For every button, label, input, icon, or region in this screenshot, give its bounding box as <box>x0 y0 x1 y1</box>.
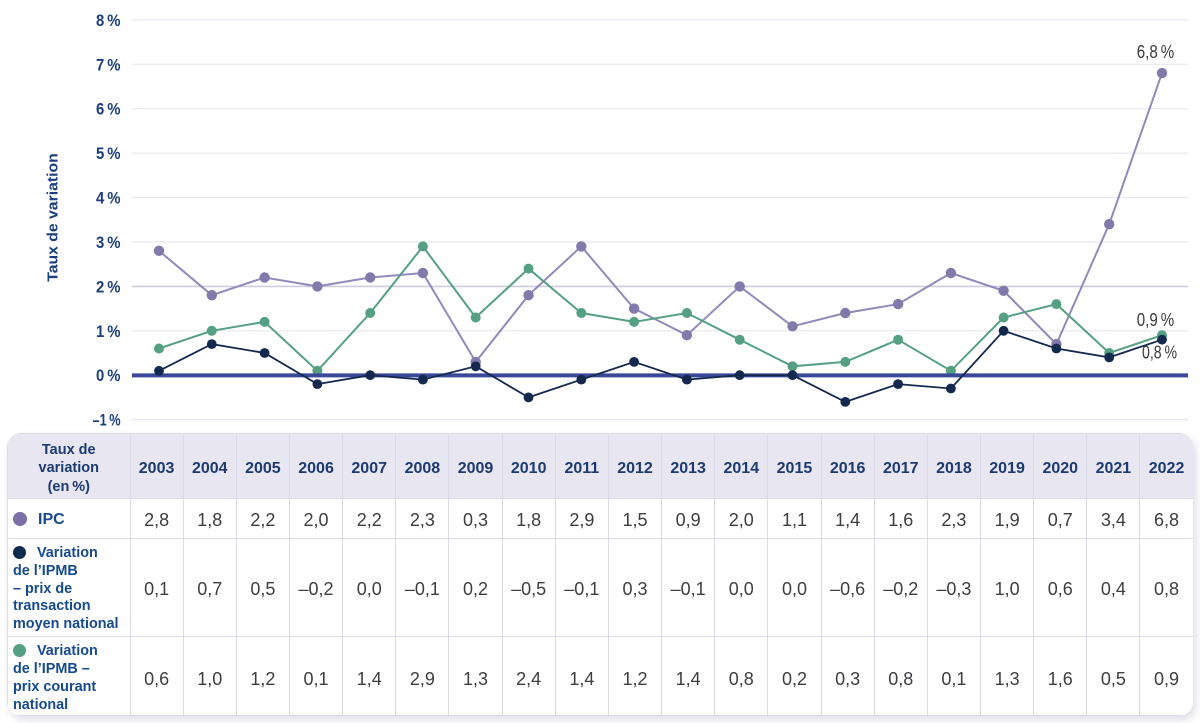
svg-text:Taux de variation: Taux de variation <box>45 153 62 282</box>
svg-text:–1 %: –1 % <box>93 411 121 430</box>
svg-text:4 %: 4 % <box>96 189 121 208</box>
svg-text:3 %: 3 % <box>96 233 121 252</box>
svg-text:1 %: 1 % <box>96 322 121 341</box>
svg-text:6,8 %: 6,8 % <box>1137 42 1175 62</box>
svg-text:7 %: 7 % <box>96 55 121 74</box>
svg-text:8 %: 8 % <box>96 11 121 30</box>
svg-text:2 %: 2 % <box>96 277 121 296</box>
svg-text:0 %: 0 % <box>96 366 121 385</box>
svg-text:0,9 %: 0,9 % <box>1137 310 1175 330</box>
svg-text:5 %: 5 % <box>96 144 121 163</box>
svg-text:6 %: 6 % <box>96 100 121 119</box>
svg-text:0,8 %: 0,8 % <box>1142 343 1177 363</box>
